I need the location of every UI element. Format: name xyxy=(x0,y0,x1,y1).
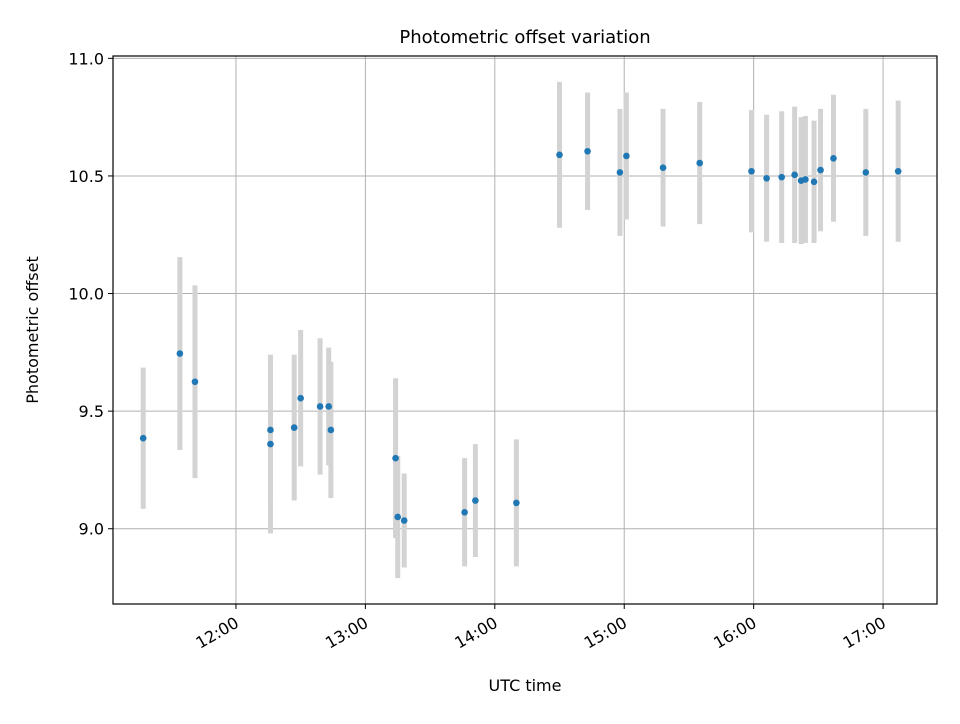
data-point xyxy=(400,517,408,524)
y-tick-label: 11.0 xyxy=(68,49,104,68)
data-point xyxy=(802,176,809,183)
y-ticks: 9.0 9.5 10.0 10.5 11.0 xyxy=(68,49,113,539)
data-point xyxy=(616,169,624,176)
data-point xyxy=(139,434,147,442)
data-point xyxy=(297,394,304,402)
data-point xyxy=(267,426,274,434)
data-point xyxy=(267,440,274,448)
data-point xyxy=(176,350,184,357)
data-point xyxy=(290,424,298,431)
chart-title: Photometric offset variation xyxy=(399,27,650,48)
x-tick-label: 15:00 xyxy=(581,613,630,653)
data-point xyxy=(392,454,399,462)
y-tick-label: 10.5 xyxy=(68,167,104,186)
data-point xyxy=(513,499,520,507)
data-point xyxy=(327,426,335,434)
data-point xyxy=(894,167,902,175)
data-point xyxy=(763,175,770,182)
data-point xyxy=(810,178,818,186)
data-point xyxy=(817,166,824,174)
data-point xyxy=(316,403,324,410)
data-point xyxy=(191,378,199,386)
y-axis-label: Photometric offset xyxy=(23,256,42,404)
data-point xyxy=(584,147,591,155)
y-tick-label: 9.0 xyxy=(79,520,104,539)
data-point xyxy=(556,151,563,159)
data-point xyxy=(461,508,468,516)
x-axis-label: UTC time xyxy=(489,676,562,695)
data-point xyxy=(623,152,630,160)
data-point xyxy=(472,497,479,504)
data-point xyxy=(778,173,785,181)
data-layer xyxy=(139,81,902,579)
x-tick-label: 12:00 xyxy=(193,613,242,653)
data-point xyxy=(748,167,755,175)
x-ticks: 12:00 13:00 14:00 15:00 16:00 17:00 xyxy=(193,604,889,653)
y-tick-label: 10.0 xyxy=(68,285,104,304)
data-point xyxy=(659,164,667,172)
data-point xyxy=(696,159,704,167)
x-tick-label: 17:00 xyxy=(840,613,889,653)
data-point xyxy=(830,155,837,162)
plot-frame xyxy=(112,55,938,605)
data-point xyxy=(325,403,333,410)
data-point xyxy=(862,169,870,176)
x-tick-label: 13:00 xyxy=(322,613,371,653)
y-tick-label: 9.5 xyxy=(79,402,104,421)
x-tick-label: 16:00 xyxy=(710,613,759,653)
data-point xyxy=(394,513,402,521)
data-point xyxy=(791,171,798,179)
x-tick-label: 14:00 xyxy=(451,613,500,653)
